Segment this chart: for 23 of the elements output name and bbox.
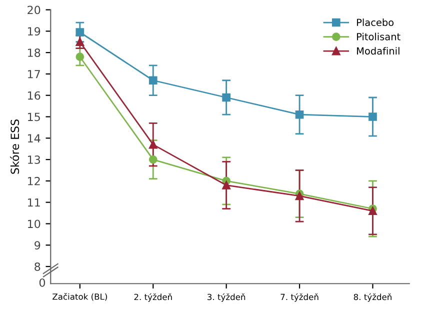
- y-tick-label: 20: [28, 6, 40, 14]
- text: 0: [39, 278, 46, 287]
- y-tick-label: 15: [28, 112, 40, 122]
- y-tick-label: 11: [28, 198, 40, 207]
- y-tick-label: 10: [28, 220, 40, 228]
- legend-label: Pitolisant: [357, 32, 400, 40]
- y-tick-label: 18: [28, 48, 40, 57]
- x-tick-label: 3. týždeň: [208, 293, 246, 302]
- y-tick-label: 8: [34, 262, 40, 271]
- x-tick-label: Začiatok (BL): [52, 293, 107, 301]
- y-tick-label: 19: [28, 27, 40, 36]
- y-tick-label: 9: [34, 241, 40, 250]
- x-tick-label: 2. týždeň: [134, 293, 172, 302]
- x-tick-label: 8. týždeň: [354, 293, 392, 302]
- y-tick-label: 14: [28, 134, 40, 142]
- y-tick-label: 16: [28, 91, 40, 100]
- legend-label: Placebo: [357, 18, 394, 26]
- y-tick-label: 17: [28, 70, 40, 78]
- x-tick-label: 7. týždeň: [280, 293, 318, 302]
- y-tick-label: 12: [28, 176, 40, 186]
- legend-label: Modafinil: [357, 47, 400, 55]
- y-axis-title: Skóre ESS: [10, 119, 20, 174]
- y-tick-label: 13: [28, 156, 40, 164]
